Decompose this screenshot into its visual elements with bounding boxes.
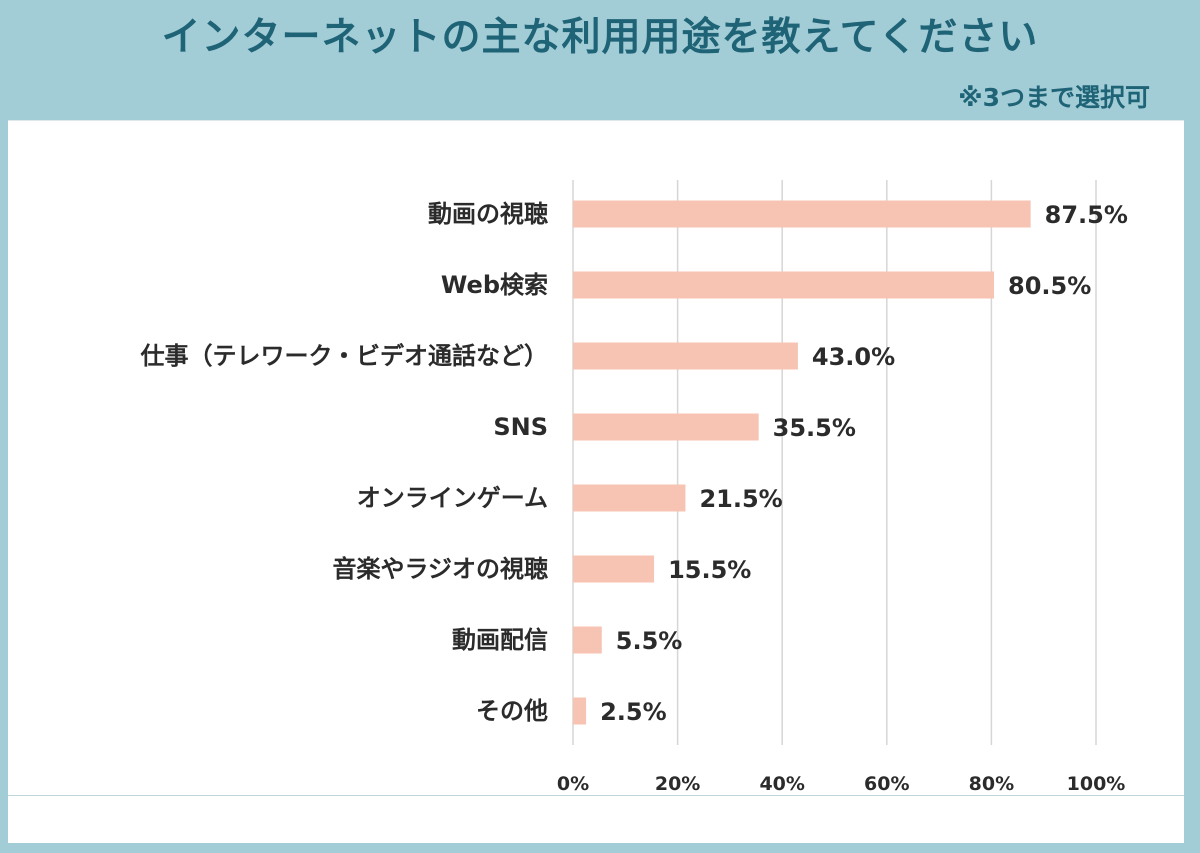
- category-label: オンラインゲーム: [357, 484, 548, 512]
- chart-panel: [8, 120, 1184, 843]
- chart-title: インターネットの主な利用用途を教えてください: [161, 15, 1039, 60]
- value-label: 35.5%: [773, 414, 856, 442]
- value-label: 87.5%: [1045, 201, 1128, 229]
- category-label: 動画の視聴: [428, 200, 548, 228]
- bar: [573, 200, 1031, 228]
- bar: [573, 484, 686, 512]
- bar: [573, 697, 587, 725]
- value-label: 15.5%: [668, 556, 751, 584]
- x-tick-label: 40%: [759, 773, 804, 795]
- x-tick-label: 100%: [1067, 773, 1126, 795]
- value-label: 5.5%: [616, 627, 683, 655]
- panel-bottom-divider: [8, 795, 1184, 796]
- value-label: 80.5%: [1008, 272, 1091, 300]
- bar: [573, 413, 759, 441]
- value-label: 2.5%: [600, 698, 667, 726]
- bar: [573, 342, 798, 370]
- selection-note: ※3つまで選択可: [958, 83, 1150, 112]
- x-tick-label: 60%: [864, 773, 909, 795]
- category-label: その他: [476, 697, 548, 725]
- category-label: 仕事（テレワーク・ビデオ通話など）: [139, 342, 548, 370]
- x-tick-label: 80%: [969, 773, 1014, 795]
- category-label: Web検索: [441, 271, 548, 299]
- x-tick-label: 20%: [655, 773, 700, 795]
- x-tick-label: 0%: [557, 773, 589, 795]
- category-label: 音楽やラジオの視聴: [332, 555, 548, 583]
- value-label: 21.5%: [699, 485, 782, 513]
- bar: [573, 271, 995, 299]
- value-label: 43.0%: [812, 343, 895, 371]
- bar: [573, 555, 655, 583]
- category-label: SNS: [493, 413, 548, 441]
- category-label: 動画配信: [452, 626, 548, 654]
- bar: [573, 626, 602, 654]
